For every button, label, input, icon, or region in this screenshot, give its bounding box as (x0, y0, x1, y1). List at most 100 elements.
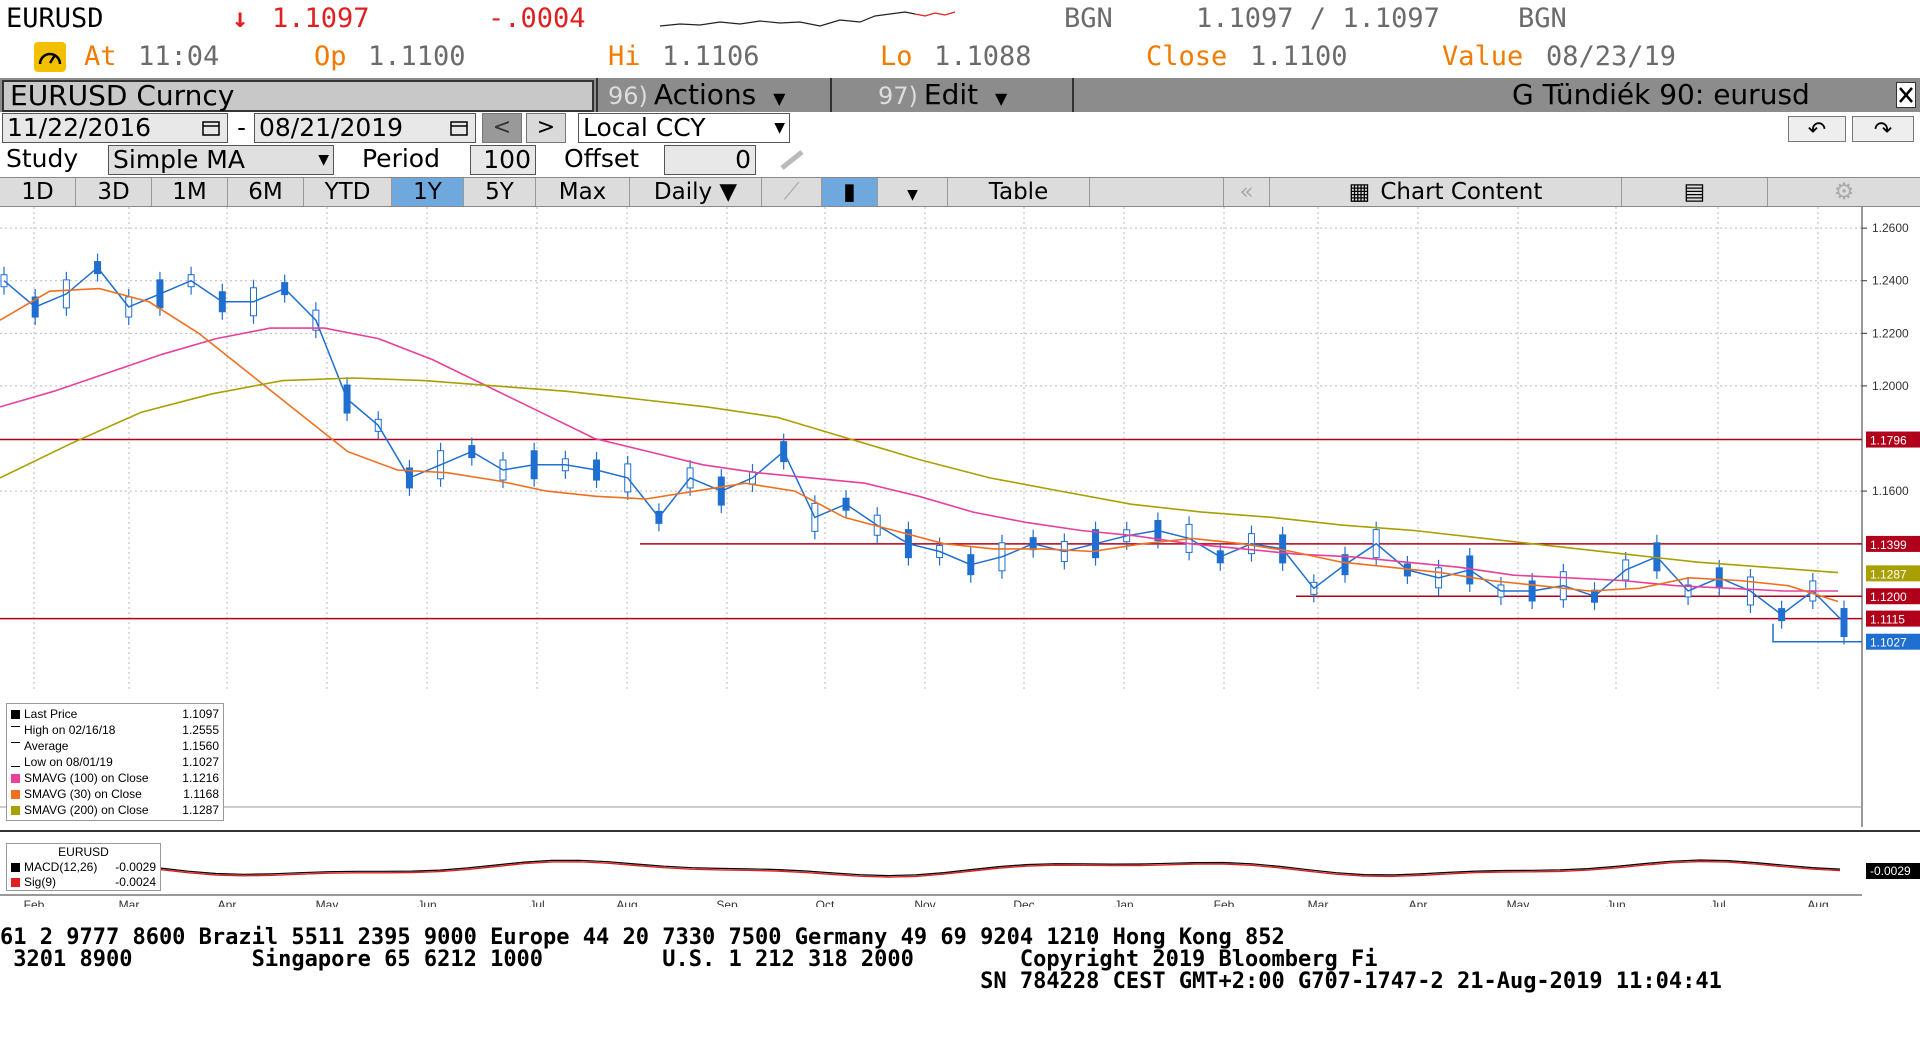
ticker-symbol[interactable]: EURUSD (6, 3, 104, 34)
signal-label: Sig(9) (24, 875, 57, 889)
redo-button[interactable]: ↷ (1852, 116, 1914, 143)
low-label: Lo (880, 41, 913, 72)
edit-menu[interactable]: 97) Edit ▼ (878, 78, 1007, 112)
end-date-field[interactable]: 08/21/2019 (254, 113, 476, 143)
x-tick-label: Nov (914, 898, 935, 907)
function-title: G Tündiék 90: eurusd (1512, 78, 1810, 111)
range-1y[interactable]: 1Y (392, 178, 464, 206)
previous-period-button[interactable]: < (482, 113, 522, 143)
price-axis: 1.2600 1.2400 1.2200 1.2000 1.1600 (1862, 221, 1909, 498)
legend-average-label: Average (24, 739, 69, 753)
study-label: Study (6, 144, 79, 173)
x-tick-label: Jul (1710, 898, 1725, 907)
chevron-down-icon: ▼ (774, 120, 785, 136)
start-date-field[interactable]: 11/22/2016 (2, 113, 228, 143)
at-value: 11:04 (138, 41, 220, 72)
range-1d[interactable]: 1D (0, 178, 76, 206)
range-ytd[interactable]: YTD (304, 178, 392, 206)
x-tick-label: Oct (816, 898, 835, 907)
price-tag-bg (1866, 565, 1920, 582)
legend-sma30-value: 1.1168 (183, 787, 219, 801)
pencil-icon[interactable] (778, 148, 808, 176)
range-5y[interactable]: 5Y (464, 178, 536, 206)
last-price: 1.1097 (272, 3, 370, 34)
offset-field[interactable]: 0 (664, 145, 756, 175)
chevron-down-icon: ▼ (773, 89, 786, 108)
value-date-label: Value (1442, 41, 1524, 72)
sma30-line (0, 287, 1839, 603)
at-label: At (84, 41, 117, 72)
x-tick-label: Apr (1409, 898, 1428, 907)
currency-select[interactable]: Local CCY ▼ (578, 113, 790, 143)
average-marker-icon (11, 742, 20, 751)
period-label: Period (362, 144, 440, 173)
y-tick-label: 1.2000 (1872, 379, 1909, 393)
settings-gear-icon[interactable]: ⚙ (1833, 179, 1855, 205)
close-value: 1.1100 (1250, 41, 1348, 72)
contact-ticker-line-2: 3201 8900 Singapore 65 6212 1000 U.S. 1 … (0, 947, 1378, 972)
study-select[interactable]: Simple MA ▼ (108, 145, 334, 175)
low-marker-icon (11, 758, 20, 767)
calendar-icon[interactable] (202, 120, 220, 140)
chart-content-label: Chart Content (1380, 179, 1543, 205)
edit-label: Edit (923, 78, 979, 111)
date-range-row: 11/22/2016 - 08/21/2019 < > Local CCY ▼ … (0, 112, 1920, 144)
actions-menu[interactable]: 96) Actions ▼ (608, 78, 785, 112)
moving-average-series (0, 287, 1839, 603)
range-max[interactable]: Max (536, 178, 630, 206)
period-field[interactable]: 100 (470, 145, 536, 175)
frequency-select[interactable]: Daily ▼ (630, 178, 762, 206)
last-price-swatch (11, 710, 20, 719)
signal-swatch (11, 878, 20, 887)
close-label: Close (1146, 41, 1228, 72)
undo-button[interactable]: ↶ (1788, 116, 1846, 143)
x-tick-label: Aug (616, 898, 637, 907)
table-button[interactable]: Table (948, 178, 1090, 206)
legend-sma100-label: SMAVG (100) on Close (24, 771, 149, 785)
x-tick-label: Dec (1013, 898, 1034, 907)
low-value: 1.1088 (934, 41, 1032, 72)
range-1m[interactable]: 1M (152, 178, 228, 206)
range-3d[interactable]: 3D (76, 178, 152, 206)
price-tag-label: 1.1027 (1870, 636, 1907, 650)
macd-line (159, 859, 1841, 877)
study-row: Study Simple MA ▼ Period 100 Offset 0 (0, 144, 1920, 176)
legend-sma200-label: SMAVG (200) on Close (24, 803, 149, 817)
legend-low-label: Low on 08/01/19 (24, 755, 113, 769)
intraday-sparkline (660, 11, 956, 27)
macd-swatch (11, 863, 20, 872)
y-tick-label: 1.1600 (1872, 484, 1909, 498)
legend-sma100-value: 1.1216 (182, 771, 219, 785)
close-icon[interactable] (1896, 82, 1916, 108)
calendar-icon[interactable] (450, 120, 468, 140)
start-date: 11/22/2016 (7, 113, 152, 142)
chart-type-dropdown[interactable]: ▼ (878, 178, 948, 206)
annotations-icon[interactable]: ▤ (1622, 178, 1768, 206)
candle-chart-icon[interactable]: ▮ (822, 178, 878, 206)
x-tick-label: May (316, 898, 339, 907)
collapse-icon[interactable]: « (1224, 178, 1270, 206)
function-title-bar: EURUSD Curncy 96) Actions ▼ 97) Edit ▼ G T… (0, 78, 1920, 112)
price-tag-label: 1.1115 (1870, 613, 1905, 627)
line-chart-icon[interactable]: ⟋ (762, 178, 822, 206)
x-tick-label: Mar (119, 898, 140, 907)
speedometer-icon[interactable] (34, 42, 66, 72)
session-info-line: SN 784228 CEST GMT+2:00 G707-1747-2 21-A… (0, 969, 1722, 994)
chart-content-button[interactable]: ▦ Chart Content (1270, 178, 1622, 206)
x-tick-label: Feb (1214, 898, 1235, 907)
currency-value: Local CCY (583, 113, 706, 142)
macd-panel: -0.0029 (0, 806, 1920, 879)
redo-icon: ↷ (1873, 118, 1893, 143)
next-period-button[interactable]: > (526, 113, 566, 143)
study-value: Simple MA (113, 145, 245, 174)
source-right: BGN (1518, 3, 1567, 34)
candlestick-series (0, 253, 1848, 645)
open-label: Op (314, 41, 347, 72)
down-arrow-icon: ↓ (232, 3, 249, 34)
actions-number: 96) (608, 82, 648, 110)
price-tag-bg (1866, 633, 1920, 650)
range-6m[interactable]: 6M (228, 178, 304, 206)
x-tick-label: Mar (1308, 898, 1329, 907)
security-name-field[interactable]: EURUSD Curncy (2, 80, 594, 112)
